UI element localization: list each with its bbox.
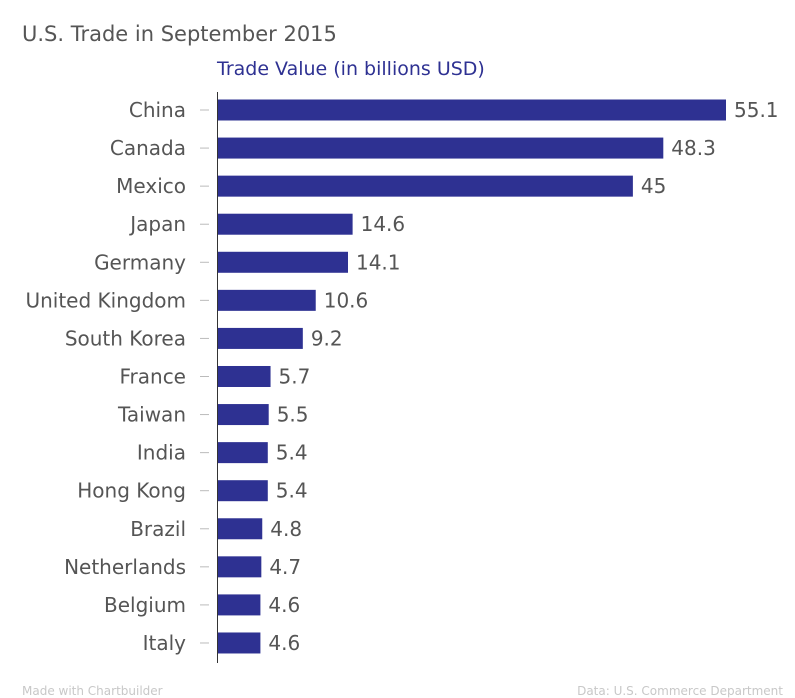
bar <box>218 99 726 121</box>
bar <box>218 327 303 349</box>
bar <box>218 556 262 578</box>
category-label: France <box>119 364 186 388</box>
bar <box>218 480 268 502</box>
category-label: Germany <box>94 250 186 274</box>
bar <box>218 404 269 426</box>
bar <box>218 213 353 235</box>
bar <box>218 289 316 311</box>
category-label: Belgium <box>104 593 186 617</box>
bar <box>218 251 348 273</box>
value-label: 4.7 <box>269 555 301 579</box>
value-label: 14.1 <box>356 250 401 274</box>
value-label: 9.2 <box>311 326 343 350</box>
value-label: 5.4 <box>276 441 308 465</box>
bar <box>218 365 271 387</box>
value-label: 4.6 <box>268 631 300 655</box>
category-label: Italy <box>143 631 187 655</box>
value-label: 10.6 <box>324 288 369 312</box>
category-label: Netherlands <box>64 555 186 579</box>
category-label: Brazil <box>130 517 186 541</box>
chart-subtitle: Trade Value (in billions USD) <box>217 58 485 80</box>
category-label: Hong Kong <box>77 479 186 503</box>
category-label: Canada <box>110 136 186 160</box>
category-label: Japan <box>128 212 186 236</box>
category-label: Taiwan <box>117 403 186 427</box>
bar <box>218 442 268 464</box>
category-label: Mexico <box>116 174 186 198</box>
category-label: South Korea <box>65 326 186 350</box>
bar <box>218 594 261 616</box>
value-label: 55.1 <box>734 98 779 122</box>
value-label: 5.7 <box>279 364 311 388</box>
category-label: United Kingdom <box>25 288 186 312</box>
bar <box>218 632 261 654</box>
footer-credit: Made with Chartbuilder <box>22 684 163 698</box>
footer-source: Data: U.S. Commerce Department <box>577 684 783 698</box>
value-label: 45 <box>641 174 666 198</box>
category-label: China <box>129 98 186 122</box>
value-label: 4.6 <box>268 593 300 617</box>
category-label: India <box>137 441 186 465</box>
bar <box>218 175 633 197</box>
value-label: 5.5 <box>277 403 309 427</box>
value-label: 4.8 <box>270 517 302 541</box>
chart-title: U.S. Trade in September 2015 <box>22 22 337 46</box>
bar <box>218 137 664 159</box>
bar <box>218 518 263 540</box>
value-label: 48.3 <box>671 136 716 160</box>
value-label: 14.6 <box>361 212 406 236</box>
value-label: 5.4 <box>276 479 308 503</box>
bar-chart: China 55.1 Canada 48.3 Mexico 45 Japan 14.6 Germ… <box>25 92 779 663</box>
